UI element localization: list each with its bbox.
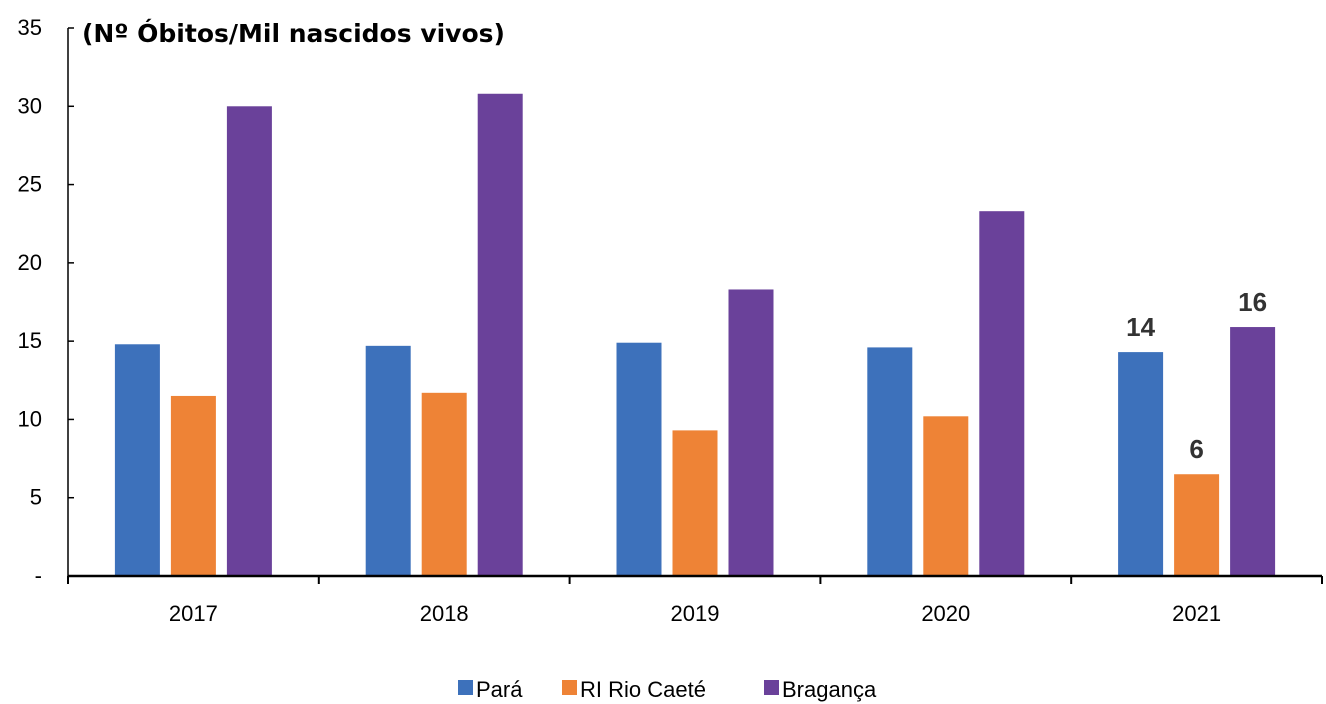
data-label: 6 [1189,434,1203,464]
bar [616,342,662,576]
bar [728,289,774,576]
legend: Pará RI Rio Caeté Bragança [458,677,877,702]
data-label: 14 [1126,312,1155,342]
legend-label: Bragança [782,677,877,702]
legend-swatch [562,680,577,695]
x-tick-label: 2019 [671,601,720,626]
bar [1230,327,1276,576]
bar [421,392,467,576]
bar [867,347,913,576]
x-tick-label: 2021 [1172,601,1221,626]
y-tick-label: 25 [18,172,42,197]
x-tick-label: 2017 [169,601,218,626]
legend-swatch [764,680,779,695]
chart-title: (Nº Óbitos/Mil nascidos vivos) [82,18,505,48]
y-axis: - 5 10 15 20 25 30 35 [18,15,74,588]
bar [1118,352,1164,576]
data-label: 16 [1238,287,1267,317]
bars-group [114,93,1276,577]
legend-swatch [458,680,473,695]
x-axis: 2017 2018 2019 2020 2021 [67,574,1323,626]
bar [923,416,969,576]
data-labels-group: 14 6 16 [1126,287,1267,464]
legend-label: Pará [476,677,523,702]
y-tick-label: 10 [18,406,42,431]
bar [170,395,216,576]
bar [114,344,160,576]
bar [477,93,523,576]
bar [1174,474,1220,576]
x-tick-label: 2018 [420,601,469,626]
y-tick-label: 15 [18,328,42,353]
y-tick-label: 20 [18,250,42,275]
bar [365,345,411,576]
y-tick-label: 30 [18,93,42,118]
bar [226,106,272,577]
legend-label: RI Rio Caeté [580,677,706,702]
bar [979,211,1025,576]
bar [672,430,718,576]
x-tick-label: 2020 [921,601,970,626]
y-tick-label: 5 [30,485,42,510]
y-tick-label: 35 [18,15,42,40]
y-tick-label: - [35,563,42,588]
